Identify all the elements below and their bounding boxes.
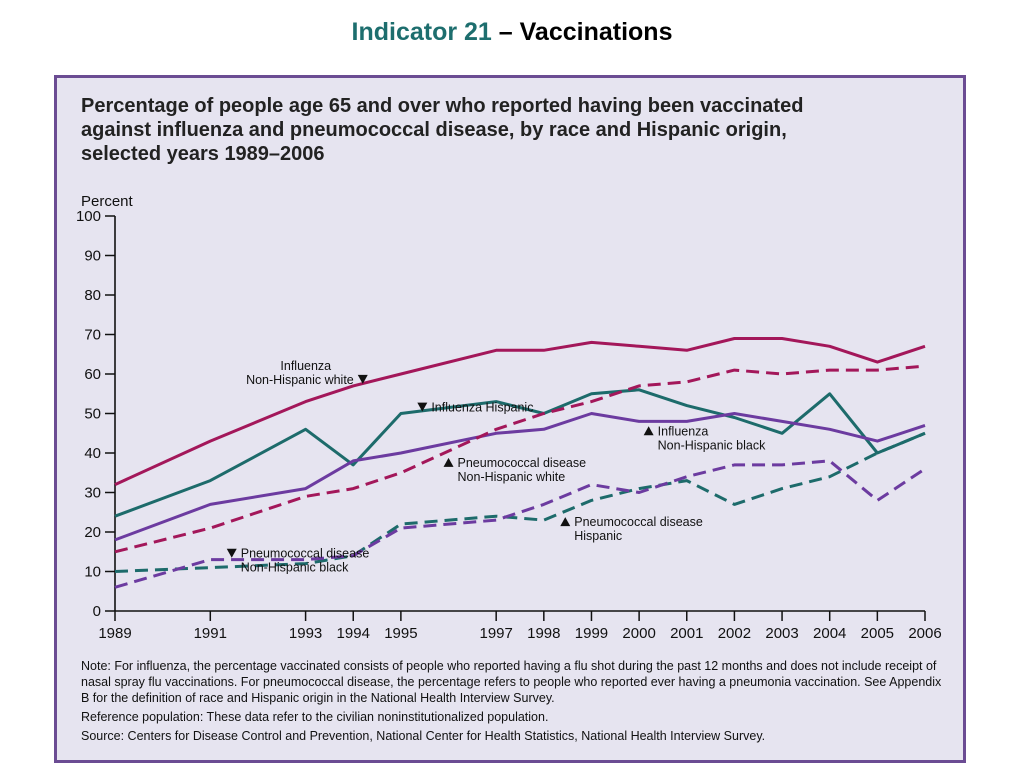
note-text: Note: For influenza, the percentage vacc…	[81, 659, 942, 705]
x-tick-label-1998: 1998	[527, 625, 560, 642]
annotation-arrow-4	[443, 457, 454, 467]
x-tick-label-1994: 1994	[337, 625, 370, 642]
y-tick-label-60: 60	[84, 366, 101, 383]
series-line-3	[114, 412, 926, 542]
x-tick-label-2004: 2004	[813, 625, 846, 642]
line-chart: Percent 0 10 20 30 40 50 60 70 80 90 100 1989 1991 199…	[76, 193, 942, 642]
y-axis-label: Percent	[81, 193, 134, 210]
x-tick-label-2006: 2006	[908, 625, 941, 642]
annotation-arrow-2	[417, 402, 428, 412]
y-tick-label-100: 100	[76, 208, 101, 225]
chart-title-line-1: Percentage of people age 65 and over who…	[81, 95, 804, 117]
x-tick-label-2002: 2002	[718, 625, 751, 642]
y-tick-label-20: 20	[84, 524, 101, 541]
series-line-2	[114, 388, 926, 518]
slide-title: Indicator 21 – Vaccinations	[0, 18, 1024, 47]
chart-title: Percentage of people age 65 and over who…	[81, 94, 941, 166]
series-line-6	[114, 459, 926, 589]
annotation-label-6-line-1: Pneumococcal disease	[241, 547, 370, 561]
x-tick-label-1991: 1991	[194, 625, 227, 642]
series-line-1	[114, 337, 926, 486]
x-tick-label-2005: 2005	[861, 625, 894, 642]
annotation-label-1-line-1: Influenza	[280, 359, 331, 373]
x-tick-label-1993: 1993	[289, 625, 322, 642]
chart-notes: Note: For influenza, the percentage vacc…	[81, 658, 951, 747]
reference-text: Reference population: These data refer t…	[81, 710, 549, 724]
annotation-arrow-6	[226, 548, 237, 558]
annotation-label-3-line-2: Non-Hispanic black	[658, 438, 766, 452]
annotation-label-4-line-2: Non-Hispanic white	[458, 470, 566, 484]
x-tick-label-2001: 2001	[670, 625, 703, 642]
annotation-arrow-1	[357, 374, 368, 384]
y-tick-label-50: 50	[84, 406, 101, 423]
y-tick-label-80: 80	[84, 287, 101, 304]
x-tick-label-2003: 2003	[765, 625, 798, 642]
y-tick-label-90: 90	[84, 248, 101, 265]
y-tick-label-30: 30	[84, 485, 101, 502]
x-tick-label-2000: 2000	[622, 625, 655, 642]
annotation-label-5-line-2: Hispanic	[574, 529, 622, 543]
annotation-label-4-line-1: Pneumococcal disease	[458, 456, 587, 470]
x-tick-label-1989: 1989	[98, 625, 131, 642]
y-tick-label-0: 0	[93, 603, 101, 620]
y-tick-label-70: 70	[84, 327, 101, 344]
chart-title-line-2: against influenza and pneumococcal disea…	[81, 119, 787, 141]
annotation-arrow-3	[643, 426, 654, 436]
x-tick-label-1997: 1997	[479, 625, 512, 642]
slide-title-accent: Indicator 21	[351, 18, 492, 46]
annotation-arrow-5	[560, 517, 571, 527]
annotation-label-6-line-2: Non-Hispanic black	[241, 561, 349, 575]
source-text: Source: Centers for Disease Control and …	[81, 729, 766, 743]
y-tick-label-40: 40	[84, 445, 101, 462]
figure-panel: Percentage of people age 65 and over who…	[54, 75, 966, 763]
annotation-label-2-line-1: Influenza Hispanic	[431, 401, 533, 415]
slide-title-rest: – Vaccinations	[491, 18, 673, 46]
series-line-4	[114, 364, 926, 554]
annotation-label-3-line-1: Influenza	[658, 424, 709, 438]
x-tick-label-1995: 1995	[384, 625, 417, 642]
series-line-5	[114, 431, 926, 573]
annotation-label-1-line-2: Non-Hispanic white	[246, 373, 354, 387]
x-tick-label-1999: 1999	[575, 625, 608, 642]
y-tick-label-10: 10	[84, 564, 101, 581]
annotation-label-5-line-1: Pneumococcal disease	[574, 515, 703, 529]
chart-title-line-3: selected years 1989–2006	[81, 143, 325, 165]
